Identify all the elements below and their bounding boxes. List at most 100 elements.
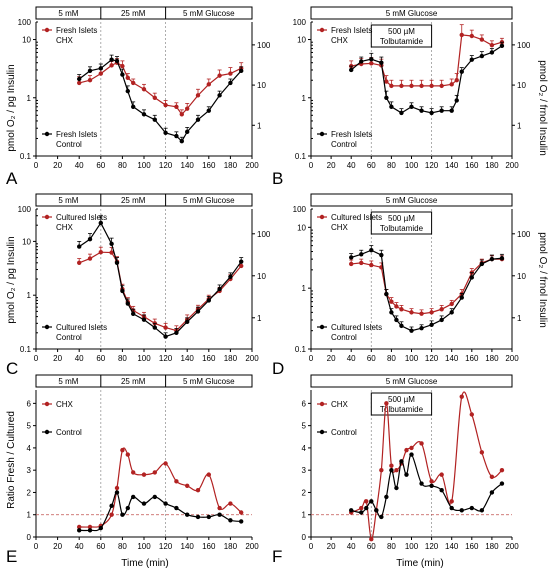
y-tick-label: 1: [302, 511, 307, 520]
legend-label: Control: [331, 428, 357, 437]
tolbutamide-box-frame: [370, 24, 433, 48]
legend: CHX Control: [317, 400, 357, 437]
x-tick-label: 180: [485, 161, 499, 170]
data-point: [185, 106, 190, 111]
condition-bar: 5 mM Glucose: [310, 193, 513, 207]
y-tick-label: 2: [27, 488, 32, 497]
x-tick-label: 160: [202, 542, 216, 551]
condition-bar-frame: [35, 193, 253, 207]
panel-c: 0 20 40 60 80 100 120 140 160 180 200 0.1 1 10 100 1 10 1…: [6, 193, 271, 378]
axes: [33, 390, 253, 540]
data-point: [114, 260, 120, 266]
condition-label: 5 mM: [58, 377, 78, 386]
x-tick-label: 160: [465, 542, 479, 551]
data-point: [399, 307, 404, 312]
legend-marker: [319, 324, 325, 330]
condition-bar: 5 mM 25 mM 5 mM Glucose: [35, 193, 253, 207]
data-point: [364, 505, 369, 511]
x-tick-label: 140: [445, 542, 459, 551]
data-point: [454, 78, 459, 83]
condition-label: 25 mM: [121, 9, 146, 18]
data-point: [429, 483, 434, 488]
data-point: [399, 110, 404, 116]
data-point: [228, 518, 233, 523]
data-point: [384, 494, 389, 500]
data-point: [217, 93, 222, 98]
x-tick-label: 20: [327, 161, 336, 170]
tolbutamide-label: 500 µM: [388, 395, 415, 404]
data-point: [369, 537, 374, 542]
data-point: [98, 71, 104, 76]
series-control: [77, 215, 244, 339]
y-tick-label: 10: [297, 36, 306, 45]
data-point: [429, 83, 434, 89]
data-point: [87, 256, 93, 261]
data-point: [479, 37, 485, 42]
x-tick-label: 180: [224, 542, 238, 551]
data-point: [419, 83, 424, 89]
data-point: [479, 261, 485, 267]
data-point: [125, 88, 130, 94]
legend-marker: [319, 214, 325, 220]
tolbutamide-label: Tolbutamide: [380, 405, 424, 414]
tolbutamide-label: Tolbutamide: [380, 224, 424, 233]
x-tick-label: 80: [387, 542, 396, 551]
y-tick-label: 0.1: [20, 152, 32, 161]
data-point: [109, 63, 114, 68]
data-point: [489, 42, 495, 48]
data-point: [429, 322, 434, 327]
condition-label: 5 mM Glucose: [386, 196, 438, 205]
tolbutamide-label: Tolbutamide: [380, 37, 424, 46]
legend-label: CHX: [331, 36, 349, 45]
data-point: [499, 256, 505, 261]
data-point: [394, 304, 399, 309]
x-tick-label: 180: [224, 161, 238, 170]
panel-b: 0 20 40 60 80 100 120 140 160 180 200 0.1 1 10 100 1 10 1…: [272, 6, 531, 188]
y-right-tick-label: 1: [257, 121, 262, 130]
legend-label: Control: [331, 333, 357, 342]
y-right-tick-label: 100: [257, 41, 271, 50]
data-point: [459, 69, 464, 74]
data-point: [389, 467, 394, 473]
data-point: [120, 447, 125, 453]
y-right-tick-label: 100: [517, 230, 531, 239]
data-point: [489, 474, 495, 480]
data-point: [479, 508, 485, 513]
data-point: [419, 108, 424, 113]
y-tick-label: 6: [302, 399, 307, 408]
data-point: [459, 394, 464, 399]
data-point: [185, 512, 190, 517]
y-tick-label: 0.1: [295, 345, 307, 354]
data-point: [364, 499, 369, 504]
data-point: [384, 79, 389, 84]
data-point: [206, 514, 211, 520]
y-tick-label: 100: [18, 205, 32, 214]
data-point: [379, 60, 384, 65]
data-point: [394, 317, 399, 323]
panel-letter: C: [6, 359, 18, 378]
data-point: [389, 310, 394, 315]
xlabel-bottom-right: Time (min): [396, 558, 443, 569]
data-point: [98, 66, 104, 71]
condition-bar-frame: [310, 374, 513, 388]
x-tick-label: 20: [327, 542, 336, 551]
data-point: [429, 479, 434, 484]
x-tick-label: 200: [245, 354, 259, 363]
data-point: [404, 447, 409, 453]
panel-f: 0 20 40 60 80 100 120 140 160 180 200 0 1 2 3 4 5 6 5 mM G…: [272, 374, 519, 566]
data-point: [163, 334, 168, 339]
data-point: [449, 310, 454, 315]
data-point: [163, 102, 168, 108]
condition-bar-frame: [35, 6, 253, 20]
condition-bar: 5 mM 25 mM 5 mM Glucose: [35, 6, 253, 20]
data-point: [195, 488, 201, 493]
y-tick-label: 5: [27, 422, 32, 431]
data-point: [394, 485, 399, 491]
data-point: [439, 108, 444, 113]
series-chx: [349, 391, 505, 542]
data-point: [109, 503, 114, 509]
y-tick-label: 100: [18, 18, 32, 27]
y-tick-label: 1: [302, 94, 307, 103]
y-tick-label: 1: [27, 94, 32, 103]
